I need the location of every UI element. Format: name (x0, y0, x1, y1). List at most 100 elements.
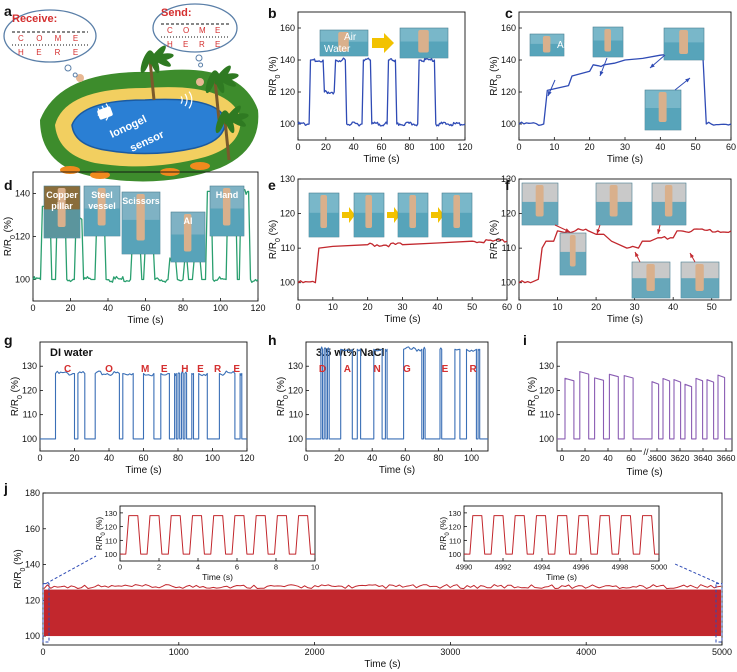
x-tick-label: 0 (516, 142, 521, 152)
immersion-photo (441, 192, 473, 238)
data-series-line (297, 57, 466, 127)
y-tick-label: 130 (288, 361, 303, 371)
axis-break-mark: // (643, 447, 649, 457)
x-tick-label: 0 (560, 453, 565, 463)
annotation-air: Air (557, 40, 570, 51)
x-tick-label: 0 (30, 303, 35, 313)
y-axis-label: R/R0 (%) (527, 377, 541, 416)
bubble-title: Send: (161, 7, 192, 19)
starfish (60, 166, 80, 174)
signal-wave (180, 96, 183, 104)
x-tick-label: 40 (432, 302, 442, 312)
x-tick-label: 0 (40, 647, 45, 657)
photo-hand (409, 195, 416, 228)
photo-hand (542, 36, 551, 53)
y-tick-label: 100 (15, 275, 30, 285)
inset-photo-hand (399, 27, 449, 59)
object-photo (43, 185, 81, 239)
x-tick-label: 4992 (495, 563, 512, 572)
chart-panel-f: 0 10 20 30 40 50 100 110 120 130 Time (s) R/R0 (%) (489, 174, 732, 325)
x-tick-label: 0 (118, 563, 122, 572)
chart-panel-b: 0 20 40 60 80 100 120 100 120 140 160 Time (s) R/R0 … (268, 11, 473, 165)
palm-trunk (148, 59, 156, 101)
y-tick-label: 100 (539, 434, 554, 444)
x-tick-label: 3600 (648, 453, 667, 463)
bubble-letter: R (199, 40, 205, 49)
thought-bubble (3, 9, 97, 63)
morse-letter: G (403, 364, 411, 375)
x-tick-label: 3640 (694, 453, 713, 463)
immersion-photo (353, 192, 385, 238)
x-tick-label: 30 (397, 302, 407, 312)
y-axis-label: R/R0 (%) (3, 217, 17, 256)
x-tick-label: 60 (138, 453, 148, 463)
shoe-photo (631, 261, 671, 299)
x-tick-label: 120 (239, 453, 254, 463)
y-axis-label: R/R0 (%) (268, 220, 282, 259)
y-tick-label: 120 (280, 87, 295, 97)
y-tick-label: 120 (104, 523, 117, 532)
photo-hand (97, 188, 106, 226)
y-axis-label: R/R0 (%) (268, 56, 282, 95)
palm-leaf (205, 70, 217, 94)
morse-letter: O (105, 364, 113, 375)
x-tick-label: 50 (691, 142, 701, 152)
bubble-dot (198, 62, 204, 68)
x-tick-label: 4000 (576, 647, 596, 657)
y-tick-label: 100 (25, 631, 40, 641)
x-tick-label: 40 (603, 453, 613, 463)
y-tick-label: 110 (23, 410, 37, 420)
thought-bubble (152, 3, 238, 53)
immersion-photo (308, 192, 340, 238)
immersion-photo (397, 192, 429, 238)
annotation-air: Air (344, 32, 357, 43)
y-axis-label: R/R0 (%) (276, 377, 290, 416)
y-tick-label: 100 (104, 550, 117, 559)
object-label: vessel (88, 201, 116, 211)
photo-hand (365, 195, 372, 228)
x-tick-label: 0 (303, 453, 308, 463)
data-series-line (518, 228, 732, 284)
x-tick-label: 2 (157, 563, 161, 572)
arrow-head (657, 229, 661, 234)
chart-title: 3.5 wt% NaCl (316, 347, 384, 359)
inset-photo-3 (663, 27, 705, 61)
bubble-letter: H (18, 48, 24, 57)
object-label: Scissors (122, 196, 160, 206)
morse-letter: A (344, 364, 351, 375)
starfish (90, 171, 110, 179)
y-tick-label: 110 (449, 536, 461, 545)
yellow-arrow (372, 33, 394, 53)
x-axis-label: Time (s) (363, 154, 399, 165)
panel-label-b: b (268, 5, 277, 21)
y-tick-label: 130 (539, 361, 554, 371)
signal-wave (101, 105, 105, 119)
x-tick-label: 60 (400, 453, 410, 463)
morse-letter: M (141, 364, 149, 375)
arrow-head (599, 71, 604, 76)
y-tick-label: 130 (501, 174, 516, 184)
y-axis-label: R/R0 (%) (13, 549, 27, 588)
morse-letter: E (161, 364, 168, 375)
photo-hand (658, 92, 667, 122)
data-series-line (557, 371, 732, 440)
data-series-line (306, 346, 488, 440)
x-tick-label: 40 (367, 453, 377, 463)
arrow-head (635, 252, 639, 257)
morse-letter: R (469, 364, 477, 375)
y-tick-label: 110 (540, 410, 554, 420)
x-tick-label: 20 (585, 142, 595, 152)
chart-panel-g: 0 20 40 60 80 100 120 100 110 120 130 Time (s) R/R0 … (10, 341, 255, 476)
data-series-line (40, 370, 247, 440)
x-tick-label: 2000 (305, 647, 325, 657)
x-tick-label: 10 (553, 302, 563, 312)
x-tick-label: 4998 (612, 563, 629, 572)
x-tick-label: 20 (591, 302, 601, 312)
x-tick-label: 3000 (440, 647, 460, 657)
signal-wave (184, 93, 188, 107)
x-tick-label: 4 (196, 563, 200, 572)
y-tick-label: 110 (289, 410, 303, 420)
palm-leaf (140, 50, 152, 74)
x-tick-label: 120 (250, 303, 265, 313)
